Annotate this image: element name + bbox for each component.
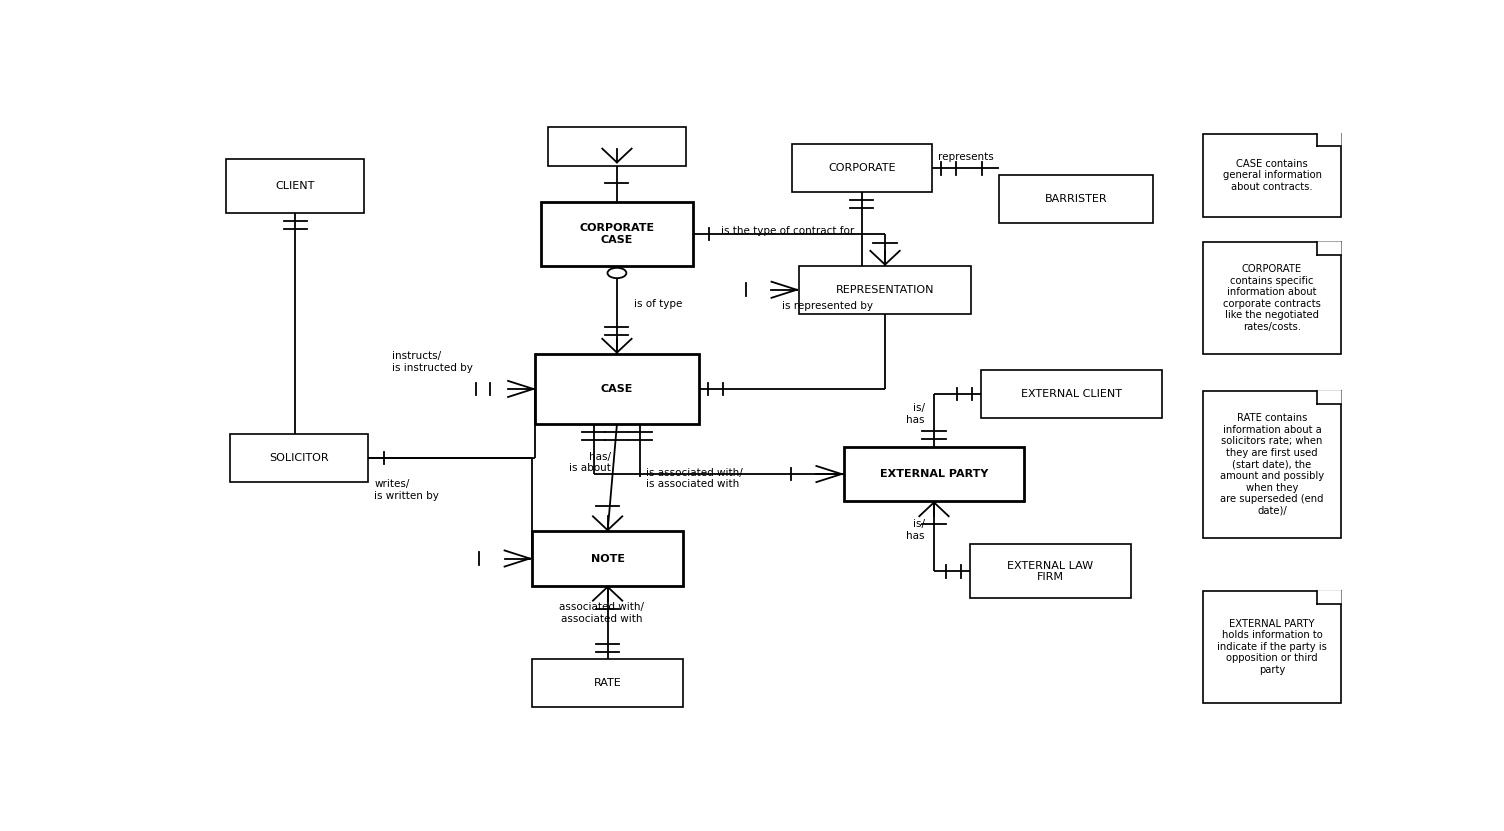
Text: writes/
is written by: writes/ is written by xyxy=(374,479,439,501)
Bar xyxy=(541,202,693,266)
Text: CORPORATE: CORPORATE xyxy=(829,163,895,173)
Text: EXTERNAL PARTY: EXTERNAL PARTY xyxy=(880,469,988,479)
Text: is/
has: is/ has xyxy=(905,403,925,425)
Text: is/
has: is/ has xyxy=(905,519,925,541)
Text: EXTERNAL CLIENT: EXTERNAL CLIENT xyxy=(1021,389,1122,399)
Bar xyxy=(844,447,1024,501)
Text: associated with/
associated with: associated with/ associated with xyxy=(559,602,644,624)
Bar xyxy=(1203,591,1340,703)
Text: NOTE: NOTE xyxy=(591,553,624,563)
Text: CASE: CASE xyxy=(600,384,633,394)
Bar xyxy=(999,175,1154,223)
Bar xyxy=(970,544,1131,598)
Polygon shape xyxy=(1318,591,1340,603)
Text: represents: represents xyxy=(937,152,993,162)
Text: REPRESENTATION: REPRESENTATION xyxy=(836,285,934,295)
Text: has/
is about: has/ is about xyxy=(569,452,611,474)
Text: instructs/
is instructed by: instructs/ is instructed by xyxy=(393,352,472,373)
Polygon shape xyxy=(1318,242,1340,255)
Text: is the type of contract for: is the type of contract for xyxy=(720,226,854,236)
Text: is associated with/
is associated with: is associated with/ is associated with xyxy=(647,468,743,489)
Text: SOLICITOR: SOLICITOR xyxy=(269,453,328,463)
Polygon shape xyxy=(1318,391,1340,404)
Text: is represented by: is represented by xyxy=(782,301,874,311)
Text: RATE contains
information about a
solicitors rate; when
they are first used
(sta: RATE contains information about a solici… xyxy=(1220,413,1324,516)
Text: CLIENT: CLIENT xyxy=(275,181,314,191)
Bar xyxy=(230,434,367,482)
Bar xyxy=(1203,391,1340,538)
Bar xyxy=(791,145,931,192)
Bar xyxy=(1203,134,1340,217)
Text: CASE contains
general information
about contracts.: CASE contains general information about … xyxy=(1223,159,1322,192)
Bar xyxy=(535,354,698,424)
Text: BARRISTER: BARRISTER xyxy=(1045,194,1107,204)
Text: RATE: RATE xyxy=(594,678,621,688)
Bar xyxy=(1203,242,1340,354)
Text: EXTERNAL LAW
FIRM: EXTERNAL LAW FIRM xyxy=(1008,560,1093,582)
Bar xyxy=(227,159,364,214)
Text: EXTERNAL PARTY
holds information to
indicate if the party is
opposition or third: EXTERNAL PARTY holds information to indi… xyxy=(1217,618,1327,675)
Bar xyxy=(799,266,972,314)
Bar xyxy=(532,659,683,707)
Polygon shape xyxy=(1318,134,1340,146)
Text: CORPORATE
contains specific
information about
corporate contracts
like the negot: CORPORATE contains specific information … xyxy=(1223,264,1321,332)
Bar xyxy=(547,127,686,165)
Bar xyxy=(532,531,683,586)
Circle shape xyxy=(608,268,626,278)
Text: is of type: is of type xyxy=(635,298,683,308)
Bar xyxy=(981,370,1163,418)
Text: CORPORATE
CASE: CORPORATE CASE xyxy=(579,224,654,245)
